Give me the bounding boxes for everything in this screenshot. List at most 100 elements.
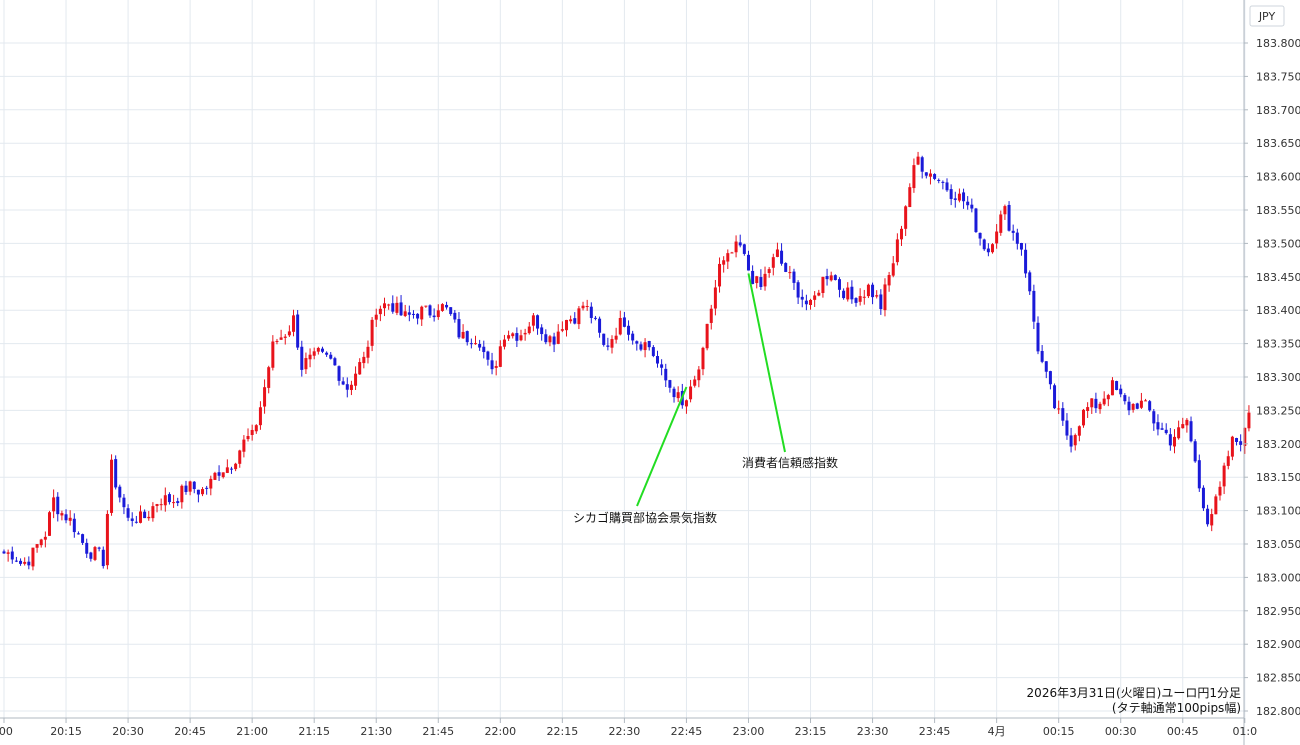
candle-down <box>792 271 796 283</box>
candle-up <box>693 379 697 386</box>
candle-down <box>176 501 180 504</box>
candle-up <box>527 326 531 334</box>
candle-down <box>341 381 345 385</box>
candle-up <box>267 367 271 388</box>
candle-up <box>292 315 296 332</box>
candle-up <box>6 552 10 554</box>
candle-up <box>1177 427 1181 439</box>
candle-up <box>846 287 850 300</box>
x-tick-label: 23:30 <box>857 725 889 738</box>
candle-up <box>1106 395 1110 400</box>
candle-up <box>763 273 767 287</box>
candle-up <box>581 305 585 309</box>
candle-up <box>440 304 444 311</box>
candle-down <box>966 201 970 206</box>
candle-down <box>655 356 659 364</box>
candle-down <box>1032 290 1036 322</box>
candle-up <box>767 269 771 273</box>
candle-down <box>72 518 76 533</box>
candle-up <box>569 319 573 322</box>
candle-down <box>1048 371 1052 385</box>
candle-down <box>664 368 668 381</box>
currency-label: JPY <box>1258 10 1276 23</box>
candle-up <box>93 547 97 560</box>
candle-up <box>498 346 502 367</box>
y-tick-label: 182.850 <box>1256 672 1300 685</box>
x-tick-label: 21:15 <box>298 725 330 738</box>
candle-up <box>1243 427 1247 446</box>
candle-down <box>2 551 6 554</box>
candle-up <box>39 539 43 546</box>
candle-down <box>490 360 494 370</box>
candle-up <box>1172 436 1176 447</box>
candle-up <box>1222 465 1226 487</box>
y-tick-label: 183.300 <box>1256 371 1300 384</box>
candle-up <box>60 513 64 516</box>
candle-up <box>151 506 155 519</box>
candle-up <box>47 512 51 536</box>
candle-down <box>469 343 473 345</box>
y-tick-label: 182.800 <box>1256 705 1300 718</box>
candle-up <box>1144 400 1148 402</box>
candle-down <box>631 333 635 341</box>
candle-up <box>928 173 932 177</box>
candle-down <box>192 481 196 490</box>
candle-up <box>225 467 229 473</box>
candle-up <box>718 263 722 287</box>
candle-down <box>329 354 333 359</box>
event-annotations: シカゴ購買部協会景気指数 消費者信頼感指数 <box>573 273 838 525</box>
candle-down <box>627 325 631 335</box>
x-tick-label: 00:30 <box>1105 725 1137 738</box>
candle-up <box>287 331 291 336</box>
y-tick-label: 182.950 <box>1256 605 1300 618</box>
candle-up <box>900 228 904 240</box>
candle-down <box>10 551 14 560</box>
candle-up <box>689 386 693 400</box>
candles <box>2 151 1251 571</box>
candle-down <box>1148 401 1152 411</box>
x-tick-label: 21:00 <box>236 725 268 738</box>
y-tick-label: 183.550 <box>1256 204 1300 217</box>
candle-down <box>1193 441 1197 462</box>
candle-up <box>684 400 688 407</box>
candle-down <box>573 318 577 324</box>
candle-up <box>701 347 705 370</box>
candle-up <box>564 319 568 331</box>
x-tick-label: 00:15 <box>1043 725 1075 738</box>
y-tick-label: 183.700 <box>1256 104 1300 117</box>
candle-down <box>167 494 171 503</box>
candle-up <box>43 536 47 540</box>
x-axis-ticks: :00 20:15 20:30 20:45 21:00 21:15 21:30 21:45 22… <box>0 718 1257 738</box>
x-tick-label: 20:45 <box>174 725 206 738</box>
candle-up <box>916 156 920 165</box>
candle-up <box>424 305 428 307</box>
chart-caption-line2: (タテ軸通常100pips幅) <box>1112 700 1241 715</box>
candle-down <box>833 275 837 281</box>
y-tick-label: 182.900 <box>1256 638 1300 651</box>
y-tick-label: 183.150 <box>1256 471 1300 484</box>
y-tick-label: 183.800 <box>1256 37 1300 50</box>
candle-down <box>941 181 945 183</box>
candle-down <box>796 282 800 298</box>
candle-down <box>598 318 602 333</box>
candle-down <box>540 327 544 335</box>
candle-up <box>519 335 523 341</box>
candle-up <box>403 311 407 317</box>
x-tick-label: 23:45 <box>919 725 951 738</box>
candle-up <box>279 337 283 340</box>
candle-down <box>515 333 519 341</box>
candle-up <box>523 332 527 335</box>
candle-down <box>296 314 300 348</box>
candle-up <box>461 331 465 339</box>
candle-up <box>494 366 498 368</box>
candle-down <box>842 290 846 299</box>
candle-up <box>1077 426 1081 436</box>
candle-down <box>85 542 89 554</box>
candle-down <box>544 334 548 343</box>
candle-up <box>507 335 511 339</box>
candle-up <box>1226 456 1230 466</box>
candle-up <box>213 472 217 480</box>
y-tick-label: 183.250 <box>1256 404 1300 417</box>
candle-up <box>502 339 506 347</box>
